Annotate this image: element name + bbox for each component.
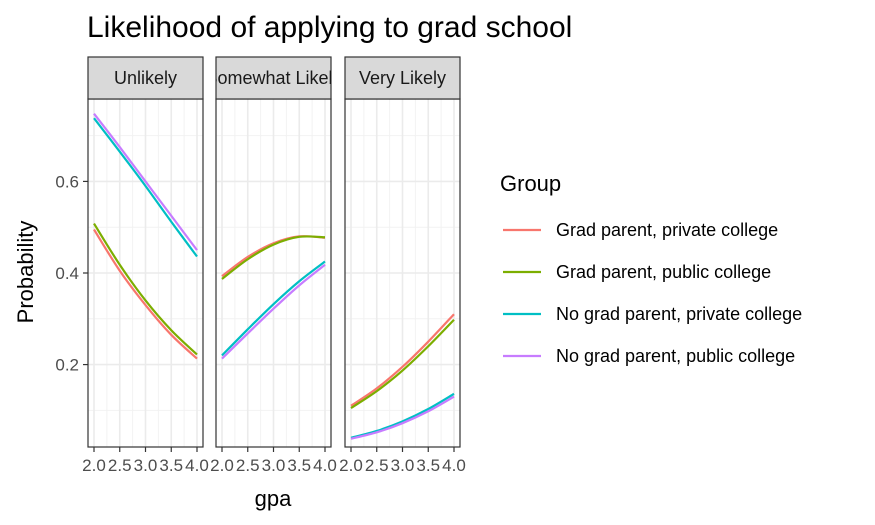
series-line	[221, 263, 326, 360]
legend-item: No grad parent, public college	[503, 346, 795, 366]
series-line	[221, 260, 326, 357]
x-tick-label: 2.0	[210, 456, 234, 475]
x-tick-label: 4.0	[313, 456, 337, 475]
legend-title: Group	[500, 171, 561, 196]
legend-item: No grad parent, private college	[503, 304, 802, 324]
y-axis-title: Probability	[13, 221, 38, 324]
legend-label: Grad parent, private college	[556, 220, 778, 240]
y-tick-label: 0.4	[55, 264, 79, 283]
x-tick-label: 2.5	[236, 456, 260, 475]
series-line	[93, 228, 198, 360]
legend-label: No grad parent, private college	[556, 304, 802, 324]
x-tick-label: 3.0	[391, 456, 415, 475]
series-line	[350, 318, 455, 409]
x-tick-label: 2.0	[82, 456, 106, 475]
series-line	[93, 112, 198, 251]
facet-panel: Somewhat Likely 2.0 2.5 3.0 3.5 4.0	[205, 56, 341, 475]
series-line	[93, 222, 198, 356]
x-tick-label: 2.0	[339, 456, 363, 475]
series-line	[350, 395, 455, 440]
y-tick-label: 0.6	[55, 172, 79, 191]
x-tick-label: 3.5	[159, 456, 183, 475]
x-tick-label: 2.5	[108, 456, 132, 475]
series-line	[350, 313, 455, 407]
series-line	[221, 235, 326, 280]
x-tick-label: 4.0	[442, 456, 466, 475]
legend-item: Grad parent, private college	[503, 220, 778, 240]
y-tick-label: 0.2	[55, 356, 79, 375]
legend-label: No grad parent, public college	[556, 346, 795, 366]
strip-background	[344, 56, 461, 100]
x-tick-label: 3.0	[134, 456, 158, 475]
x-tick-label: 3.5	[416, 456, 440, 475]
chart-title: Likelihood of applying to grad school	[87, 11, 572, 44]
facet-panel: Very Likely 2.0 2.5 3.0 3.5 4.0	[339, 56, 466, 475]
strip-label: Unlikely	[114, 68, 177, 88]
x-tick-label: 3.0	[262, 456, 286, 475]
x-axis-title: gpa	[255, 486, 292, 511]
strip-label: Somewhat Likely	[205, 68, 341, 88]
facet-panel: Unlikely 2.0 2.5 3.0 3.5 4.0 0.2 0.4 0.6	[55, 56, 209, 475]
legend-item: Grad parent, public college	[503, 262, 771, 282]
x-tick-label: 3.5	[287, 456, 311, 475]
strip-background	[215, 56, 332, 100]
legend-label: Grad parent, public college	[556, 262, 771, 282]
x-tick-label: 2.5	[365, 456, 389, 475]
legend: Group Grad parent, private college Grad p…	[500, 171, 802, 366]
series-line	[350, 392, 455, 439]
x-tick-label: 4.0	[185, 456, 209, 475]
strip-label: Very Likely	[359, 68, 446, 88]
strip-background	[87, 56, 204, 100]
series-line	[93, 117, 198, 258]
